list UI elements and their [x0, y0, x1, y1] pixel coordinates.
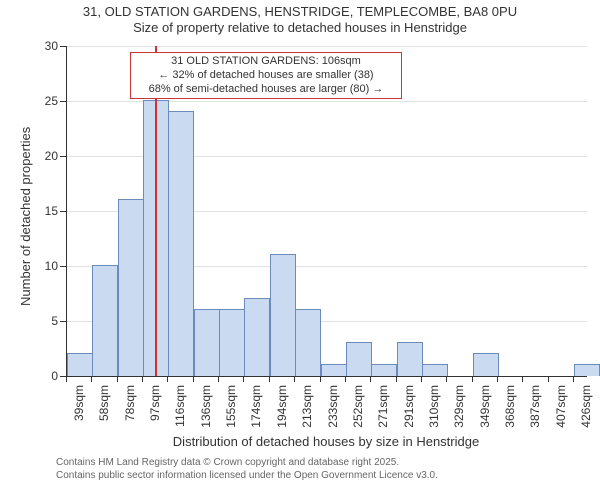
x-tick-label: 233sqm — [326, 385, 340, 435]
y-tick — [60, 156, 66, 157]
histogram-bar — [397, 342, 423, 376]
x-tick — [472, 376, 473, 382]
footer-line-2: Contains public sector information licen… — [56, 469, 438, 482]
x-tick-label: 271sqm — [376, 385, 390, 435]
annotation-line-2: ← 32% of detached houses are smaller (38… — [135, 69, 397, 83]
grid-line — [67, 46, 587, 47]
histogram-bar — [244, 298, 270, 376]
y-tick-label: 20 — [36, 149, 58, 163]
x-tick-label: 387sqm — [528, 385, 542, 435]
y-tick — [60, 46, 66, 47]
y-tick-label: 15 — [36, 204, 58, 218]
footer-credit: Contains HM Land Registry data © Crown c… — [56, 456, 438, 482]
y-tick — [60, 266, 66, 267]
chart-root: 31, OLD STATION GARDENS, HENSTRIDGE, TEM… — [0, 0, 600, 500]
x-tick — [294, 376, 295, 382]
x-tick — [167, 376, 168, 382]
histogram-bar — [422, 364, 448, 376]
y-axis-label: Number of detached properties — [18, 127, 33, 306]
histogram-bar — [118, 199, 144, 376]
x-tick — [421, 376, 422, 382]
histogram-bar — [346, 342, 372, 376]
x-tick-label: 213sqm — [300, 385, 314, 435]
x-tick — [218, 376, 219, 382]
histogram-bar — [295, 309, 321, 376]
y-tick-label: 25 — [36, 94, 58, 108]
annotation-line-1: 31 OLD STATION GARDENS: 106sqm — [135, 55, 397, 69]
y-tick — [60, 211, 66, 212]
y-tick — [60, 321, 66, 322]
title-line-1: 31, OLD STATION GARDENS, HENSTRIDGE, TEM… — [0, 4, 600, 20]
footer-line-1: Contains HM Land Registry data © Crown c… — [56, 456, 438, 469]
x-tick — [142, 376, 143, 382]
chart-title: 31, OLD STATION GARDENS, HENSTRIDGE, TEM… — [0, 4, 600, 37]
y-tick-label: 5 — [36, 314, 58, 328]
x-tick-label: 155sqm — [224, 385, 238, 435]
x-tick-label: 368sqm — [503, 385, 517, 435]
x-tick — [345, 376, 346, 382]
x-tick — [66, 376, 67, 382]
x-tick — [320, 376, 321, 382]
y-tick-label: 10 — [36, 259, 58, 273]
x-axis-label: Distribution of detached houses by size … — [66, 434, 586, 449]
y-tick-label: 30 — [36, 39, 58, 53]
annotation-box: 31 OLD STATION GARDENS: 106sqm ← 32% of … — [130, 52, 402, 99]
x-tick-label: 407sqm — [554, 385, 568, 435]
histogram-bar — [219, 309, 245, 376]
x-tick-label: 291sqm — [402, 385, 416, 435]
histogram-bar — [92, 265, 118, 376]
x-tick-label: 252sqm — [351, 385, 365, 435]
x-tick — [117, 376, 118, 382]
title-line-2: Size of property relative to detached ho… — [0, 20, 600, 36]
x-tick — [573, 376, 574, 382]
annotation-line-3: 68% of semi-detached houses are larger (… — [135, 83, 397, 97]
x-tick — [269, 376, 270, 382]
x-tick — [497, 376, 498, 382]
x-tick-label: 426sqm — [579, 385, 593, 435]
x-tick-label: 349sqm — [478, 385, 492, 435]
histogram-bar — [67, 353, 93, 376]
histogram-bar — [270, 254, 296, 376]
x-tick-label: 329sqm — [452, 385, 466, 435]
histogram-bar — [321, 364, 347, 376]
x-tick-label: 194sqm — [275, 385, 289, 435]
x-tick-label: 174sqm — [249, 385, 263, 435]
x-tick-label: 116sqm — [173, 385, 187, 435]
x-tick — [548, 376, 549, 382]
x-tick-label: 58sqm — [97, 385, 111, 435]
x-tick — [446, 376, 447, 382]
histogram-bar — [371, 364, 397, 376]
x-tick — [243, 376, 244, 382]
y-tick — [60, 101, 66, 102]
y-tick-label: 0 — [36, 369, 58, 383]
x-tick — [91, 376, 92, 382]
histogram-bar — [574, 364, 600, 376]
histogram-bar — [194, 309, 220, 376]
x-tick — [396, 376, 397, 382]
x-tick — [370, 376, 371, 382]
x-tick-label: 136sqm — [199, 385, 213, 435]
x-tick — [193, 376, 194, 382]
x-tick-label: 310sqm — [427, 385, 441, 435]
x-tick-label: 78sqm — [123, 385, 137, 435]
x-tick-label: 97sqm — [148, 385, 162, 435]
histogram-bar — [168, 111, 194, 376]
histogram-bar — [473, 353, 499, 376]
x-tick-label: 39sqm — [72, 385, 86, 435]
x-tick — [522, 376, 523, 382]
